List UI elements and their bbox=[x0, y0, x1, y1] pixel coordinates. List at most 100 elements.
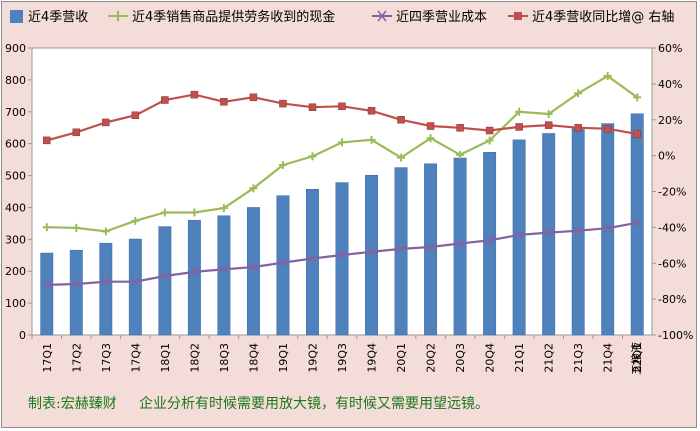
point-yoy bbox=[367, 107, 376, 115]
bar-revenue bbox=[99, 242, 113, 336]
x-tick-label: 21Q1 bbox=[513, 343, 526, 373]
legend-swatch-revenue bbox=[10, 10, 23, 23]
bar-revenue bbox=[187, 219, 201, 336]
bar-revenue bbox=[542, 133, 556, 336]
y-axis-left: 0 100 200 300 400 500 600 700 800 900 bbox=[5, 42, 32, 342]
x-tick-label: 20Q2 bbox=[425, 343, 438, 373]
point-yoy bbox=[220, 98, 228, 106]
watermark-text: 五粮液 bbox=[629, 342, 643, 375]
legend-marker-cost bbox=[377, 10, 387, 22]
point-cash bbox=[308, 152, 317, 161]
point-cost bbox=[603, 224, 612, 233]
y-right-tick-label: -20% bbox=[658, 186, 686, 199]
point-cost bbox=[485, 236, 494, 245]
footer-credit: 制表:宏赫臻财 企业分析有时候需要用放大镜，有时候又需要用望远镜。 bbox=[28, 395, 489, 412]
point-cost bbox=[337, 250, 347, 259]
point-yoy bbox=[574, 124, 582, 132]
x-tick-label: 17Q4 bbox=[129, 343, 142, 373]
point-cash bbox=[367, 135, 376, 144]
x-tick-label: 19Q1 bbox=[277, 343, 290, 373]
x-tick-label: 21Q3 bbox=[572, 343, 585, 373]
bar-revenue bbox=[158, 226, 172, 336]
x-tick-label: 20Q3 bbox=[454, 343, 467, 373]
y-right-tick-label: 20% bbox=[658, 114, 682, 127]
point-yoy bbox=[72, 128, 81, 137]
bar-revenue bbox=[128, 238, 142, 336]
point-cash bbox=[456, 150, 465, 159]
bar-revenue bbox=[483, 152, 497, 336]
x-tick-label: 19Q4 bbox=[366, 343, 379, 373]
x-axis: 17Q1 17Q2 17Q3 17Q4 18Q1 18Q2 18Q3 18Q4 19Q1 19Q2… bbox=[31, 335, 644, 373]
x-tick-label: 19Q3 bbox=[336, 343, 349, 373]
point-yoy bbox=[161, 96, 169, 104]
point-cash bbox=[485, 136, 494, 145]
point-cost bbox=[633, 218, 642, 227]
legend-marker-yoy bbox=[514, 12, 522, 20]
bar-revenue bbox=[453, 157, 467, 336]
y-right-tick-label: 40% bbox=[658, 78, 682, 91]
point-yoy bbox=[633, 130, 641, 138]
y-left-tick-label: 800 bbox=[5, 74, 26, 87]
x-tick-label: 17Q2 bbox=[70, 343, 83, 373]
point-yoy bbox=[397, 116, 405, 124]
bar-series-revenue bbox=[40, 113, 644, 336]
point-yoy bbox=[102, 118, 110, 127]
point-cost bbox=[544, 228, 553, 237]
point-cost bbox=[456, 239, 465, 248]
point-cash bbox=[574, 89, 583, 98]
point-cash bbox=[72, 223, 81, 232]
bar-revenue bbox=[512, 139, 526, 336]
legend-label-revenue: 近4季营收 bbox=[28, 10, 88, 25]
point-cost bbox=[101, 277, 110, 286]
x-tick-label: 20Q1 bbox=[395, 343, 408, 373]
point-yoy bbox=[485, 126, 494, 135]
point-yoy bbox=[544, 121, 553, 129]
point-cost bbox=[219, 265, 228, 274]
point-cash bbox=[603, 72, 612, 81]
point-cash bbox=[544, 110, 553, 119]
line-series-group bbox=[42, 72, 642, 289]
y-right-tick-label: 0% bbox=[658, 150, 675, 163]
point-cash bbox=[219, 204, 228, 213]
point-cost bbox=[42, 280, 51, 289]
point-cost bbox=[72, 279, 81, 289]
x-tick-label: 19Q2 bbox=[306, 343, 319, 373]
legend-marker-cash bbox=[113, 11, 123, 21]
point-cost bbox=[426, 242, 435, 252]
point-yoy bbox=[603, 124, 612, 133]
x-tick-label: 21Q2 bbox=[543, 343, 556, 373]
point-cash bbox=[426, 134, 435, 143]
y-left-tick-label: 700 bbox=[5, 106, 26, 119]
point-cash bbox=[42, 223, 51, 232]
x-tick-label: 22Q1 bbox=[631, 343, 644, 373]
bar-revenue bbox=[335, 182, 349, 336]
x-tick-label: 18Q2 bbox=[188, 343, 201, 373]
y-left-tick-label: 200 bbox=[5, 265, 26, 278]
bar-revenue bbox=[40, 252, 54, 336]
x-tick-label: 17Q3 bbox=[100, 343, 113, 373]
bar-revenue bbox=[365, 174, 378, 336]
point-yoy bbox=[426, 122, 435, 130]
bar-revenue bbox=[394, 167, 408, 336]
legend-label-cost: 近四季营业成本 bbox=[396, 10, 487, 25]
point-yoy bbox=[249, 93, 258, 102]
y-right-tick-label: 60% bbox=[658, 42, 682, 55]
bar-revenue bbox=[306, 189, 319, 336]
point-yoy bbox=[43, 136, 51, 145]
point-cost bbox=[131, 277, 140, 286]
point-cash bbox=[633, 93, 642, 102]
legend-label-cash: 近4季销售商品提供劳务收到的现金 bbox=[132, 9, 335, 25]
x-tick-label: 18Q3 bbox=[218, 343, 231, 373]
point-yoy bbox=[515, 123, 523, 131]
point-cash bbox=[160, 208, 169, 217]
point-cost bbox=[249, 263, 258, 272]
y-left-tick-label: 500 bbox=[5, 170, 26, 183]
x-tick-label: 18Q4 bbox=[247, 343, 260, 373]
y-left-tick-label: 300 bbox=[5, 233, 26, 246]
x-tick-label: 21Q4 bbox=[602, 343, 615, 373]
point-cash bbox=[131, 216, 140, 225]
point-cost bbox=[278, 258, 287, 267]
point-cash bbox=[397, 153, 406, 162]
y-right-tick-label: -100% bbox=[658, 329, 693, 342]
